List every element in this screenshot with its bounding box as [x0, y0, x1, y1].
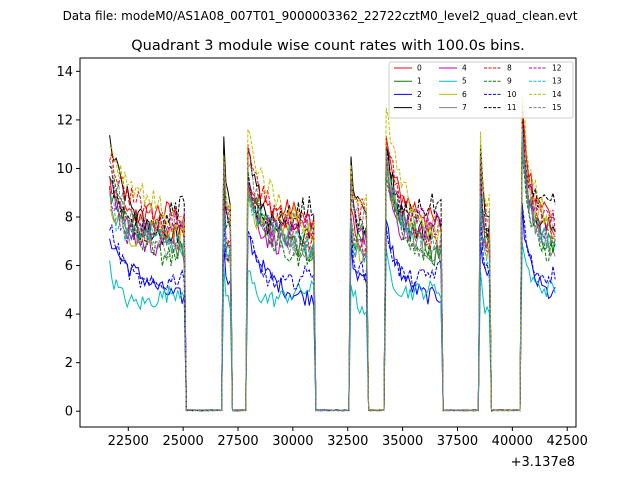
y-tick-label: 8	[65, 211, 73, 226]
y-tick-label: 10	[56, 162, 73, 177]
x-tick-label: 37500	[437, 434, 478, 449]
legend-label-6: 6	[462, 90, 467, 99]
x-tick-label: 35000	[382, 434, 423, 449]
series-line-15	[109, 145, 556, 412]
plot-frame	[79, 57, 577, 428]
legend-label-7: 7	[462, 103, 467, 112]
y-tick-label: 4	[65, 308, 73, 323]
legend-label-3: 3	[417, 103, 422, 112]
chart-title: Quadrant 3 module wise count rates with …	[131, 38, 525, 54]
legend-label-15: 15	[552, 103, 562, 112]
legend-label-12: 12	[552, 64, 562, 73]
legend-label-0: 0	[417, 64, 422, 73]
x-tick-label: 22500	[108, 434, 149, 449]
y-tick-label: 6	[65, 259, 73, 274]
legend-label-2: 2	[417, 90, 422, 99]
x-axis: 22500 25000 27500 30000 32500 35000 37500 40000…	[108, 427, 588, 449]
y-axis: 0 2 4 6 8 10 12 14	[56, 65, 80, 420]
x-tick-label: 32500	[327, 434, 368, 449]
x-tick-label: 27500	[217, 434, 258, 449]
y-tick-label: 12	[56, 113, 73, 128]
y-tick-label: 0	[65, 405, 73, 420]
legend-label-4: 4	[462, 64, 467, 73]
x-tick-label: 30000	[272, 434, 313, 449]
legend-label-10: 10	[507, 90, 517, 99]
x-tick-label: 42500	[547, 434, 588, 449]
y-tick-label: 2	[65, 356, 73, 371]
x-tick-label: 40000	[492, 434, 533, 449]
x-offset-text: +3.137e8	[511, 455, 575, 470]
y-tick-label: 14	[56, 65, 73, 80]
legend-label-1: 1	[417, 77, 422, 86]
legend-box	[388, 61, 574, 119]
legend-label-9: 9	[507, 77, 512, 86]
series-layer	[109, 96, 556, 412]
legend-label-11: 11	[507, 103, 517, 112]
x-tick-label: 25000	[162, 434, 203, 449]
legend-label-5: 5	[462, 77, 467, 86]
legend-label-14: 14	[552, 90, 562, 99]
figure-suptitle: Data file: modeM0/AS1A08_007T01_90000033…	[63, 9, 578, 23]
legend-label-8: 8	[507, 64, 512, 73]
legend-label-13: 13	[552, 77, 562, 86]
